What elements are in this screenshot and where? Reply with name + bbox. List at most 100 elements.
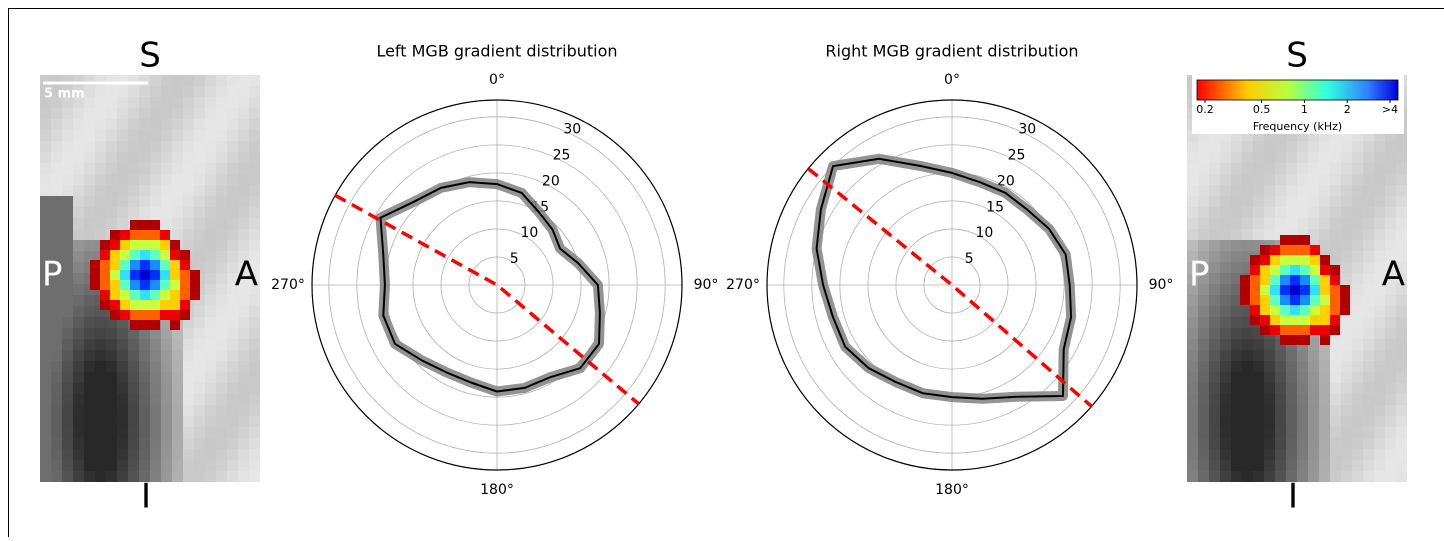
image-pixel xyxy=(1385,350,1396,361)
image-pixel xyxy=(249,130,260,141)
image-pixel xyxy=(1319,372,1330,383)
image-pixel xyxy=(183,163,194,174)
image-pixel xyxy=(1308,383,1319,394)
image-pixel xyxy=(216,361,227,372)
orientation-label: S xyxy=(139,36,161,76)
image-pixel xyxy=(1319,427,1330,438)
image-pixel xyxy=(1352,141,1363,152)
image-pixel xyxy=(227,328,238,339)
image-pixel xyxy=(1275,207,1286,218)
image-pixel xyxy=(1264,152,1275,163)
image-pixel xyxy=(139,427,150,438)
image-pixel xyxy=(1242,196,1253,207)
image-pixel xyxy=(62,196,73,207)
image-pixel xyxy=(1341,163,1352,174)
image-pixel xyxy=(1187,383,1198,394)
activation-pixel xyxy=(100,280,110,290)
image-pixel xyxy=(249,317,260,328)
image-pixel xyxy=(161,383,172,394)
image-pixel xyxy=(205,130,216,141)
image-pixel xyxy=(1264,427,1275,438)
image-pixel xyxy=(1187,240,1198,251)
activation-pixel xyxy=(1280,265,1290,275)
activation-pixel xyxy=(180,290,190,300)
image-pixel xyxy=(62,174,73,185)
image-pixel xyxy=(128,339,139,350)
image-pixel xyxy=(1198,229,1209,240)
image-pixel xyxy=(1396,460,1407,471)
image-pixel xyxy=(1231,163,1242,174)
image-pixel xyxy=(1231,262,1242,273)
image-pixel xyxy=(150,152,161,163)
image-pixel xyxy=(1231,339,1242,350)
image-pixel xyxy=(172,130,183,141)
image-pixel xyxy=(1308,438,1319,449)
activation-pixel xyxy=(130,250,140,260)
activation-pixel xyxy=(1310,285,1320,295)
image-pixel xyxy=(95,207,106,218)
image-pixel xyxy=(1297,416,1308,427)
error-band xyxy=(381,182,600,391)
image-pixel xyxy=(117,350,128,361)
image-pixel xyxy=(1363,306,1374,317)
activation-pixel xyxy=(1260,245,1270,255)
image-pixel xyxy=(1319,405,1330,416)
image-pixel xyxy=(1297,361,1308,372)
activation-pixel xyxy=(100,260,110,270)
image-pixel xyxy=(1264,163,1275,174)
image-pixel xyxy=(1264,174,1275,185)
image-pixel xyxy=(238,471,249,482)
image-pixel xyxy=(128,86,139,97)
activation-pixel xyxy=(170,290,180,300)
image-pixel xyxy=(1352,218,1363,229)
image-pixel xyxy=(1286,460,1297,471)
image-pixel xyxy=(51,141,62,152)
activation-pixel xyxy=(1300,255,1310,265)
image-pixel xyxy=(1220,394,1231,405)
activation-pixel xyxy=(190,270,200,280)
image-pixel xyxy=(227,163,238,174)
image-pixel xyxy=(1385,405,1396,416)
image-pixel xyxy=(1209,306,1220,317)
image-pixel xyxy=(216,108,227,119)
image-pixel xyxy=(128,152,139,163)
image-pixel xyxy=(1242,405,1253,416)
image-pixel xyxy=(216,152,227,163)
activation-pixel xyxy=(1330,275,1340,285)
image-pixel xyxy=(1187,394,1198,405)
image-pixel xyxy=(183,174,194,185)
image-pixel xyxy=(238,174,249,185)
image-pixel xyxy=(139,361,150,372)
image-pixel xyxy=(1363,438,1374,449)
image-pixel xyxy=(249,416,260,427)
image-pixel xyxy=(1231,317,1242,328)
image-pixel xyxy=(1363,273,1374,284)
image-pixel xyxy=(1253,449,1264,460)
image-pixel xyxy=(249,471,260,482)
image-pixel xyxy=(1275,372,1286,383)
image-pixel xyxy=(106,350,117,361)
image-pixel xyxy=(1341,427,1352,438)
image-pixel xyxy=(128,361,139,372)
image-pixel xyxy=(1286,372,1297,383)
image-pixel xyxy=(1187,229,1198,240)
image-pixel xyxy=(1275,163,1286,174)
r-tick-label: 5 xyxy=(510,251,519,267)
image-pixel xyxy=(51,471,62,482)
image-pixel xyxy=(51,350,62,361)
image-pixel xyxy=(1264,383,1275,394)
image-pixel xyxy=(128,130,139,141)
image-pixel xyxy=(117,207,128,218)
image-pixel xyxy=(249,438,260,449)
image-pixel xyxy=(1385,383,1396,394)
image-pixel xyxy=(139,350,150,361)
image-pixel xyxy=(1330,460,1341,471)
image-pixel xyxy=(1220,262,1231,273)
image-pixel xyxy=(150,174,161,185)
image-pixel xyxy=(205,273,216,284)
image-pixel xyxy=(1363,339,1374,350)
image-pixel xyxy=(95,394,106,405)
image-pixel xyxy=(1363,372,1374,383)
image-pixel xyxy=(1385,229,1396,240)
image-pixel xyxy=(1319,416,1330,427)
